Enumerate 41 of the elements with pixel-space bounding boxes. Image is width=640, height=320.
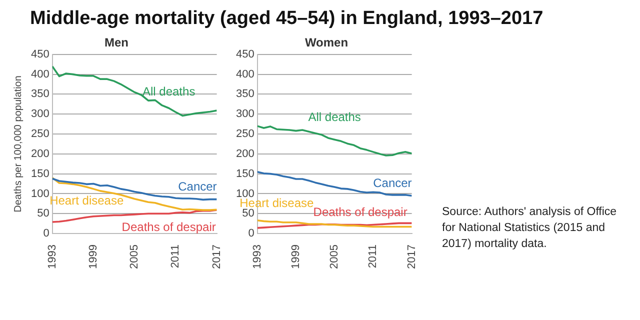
source-note: Source: Authors' analysis of Office for National Statistics (2015 and 2017) mortality data. <box>442 205 618 252</box>
y-tick-label: 350 <box>30 88 50 100</box>
chart-title: Women <box>304 36 348 50</box>
y-tick-label: 300 <box>236 108 254 120</box>
x-tick-label: 1993 <box>46 244 58 270</box>
series-label: Cancer <box>373 176 412 190</box>
y-tick-label: 100 <box>30 188 50 200</box>
chart-subtitle: Men <box>104 36 128 50</box>
x-tick-label: 2017 <box>406 244 418 270</box>
x-tick-label: 2017 <box>210 244 223 270</box>
y-tick-label: 150 <box>236 168 254 180</box>
y-tick-label: 450 <box>30 48 50 60</box>
x-tick-label: 1999 <box>87 244 100 270</box>
y-tick-label: 400 <box>236 68 254 80</box>
y-tick-label: 50 <box>37 208 50 220</box>
y-tick-label: 150 <box>30 168 50 180</box>
y-tick-label: 0 <box>248 228 254 240</box>
x-tick-label: 2005 <box>128 244 141 270</box>
x-tick-label: 1999 <box>290 244 302 270</box>
x-tick-label: 2011 <box>170 244 182 268</box>
y-tick-label: 50 <box>242 208 254 220</box>
series-label: Cancer <box>178 180 217 194</box>
y-tick-label: 350 <box>236 88 254 100</box>
y-tick-label: 450 <box>236 48 254 60</box>
series-label: All deaths <box>142 84 196 98</box>
y-axis-title: Deaths per 100,000 population <box>12 76 24 212</box>
series-label: Deaths of despair <box>313 205 408 220</box>
y-tick-label: 0 <box>43 228 50 240</box>
y-tick-label: 200 <box>236 148 254 160</box>
y-tick-label: 250 <box>30 128 50 140</box>
y-tick-label: 200 <box>30 148 50 160</box>
series-label: Heart disease <box>50 193 124 208</box>
series-label: Deaths of despair <box>122 220 216 234</box>
y-tick-label: 250 <box>236 128 254 140</box>
y-tick-label: 300 <box>30 108 50 120</box>
x-tick-label: 1993 <box>251 244 264 270</box>
text: Middle-age mortality (aged 45–54) in England, 1993–2017 <box>30 8 544 30</box>
x-tick-label: 2011 <box>367 244 380 268</box>
x-tick-label: 2005 <box>328 244 341 270</box>
y-tick-label: 400 <box>30 68 50 80</box>
series-label: All deaths <box>308 110 361 124</box>
